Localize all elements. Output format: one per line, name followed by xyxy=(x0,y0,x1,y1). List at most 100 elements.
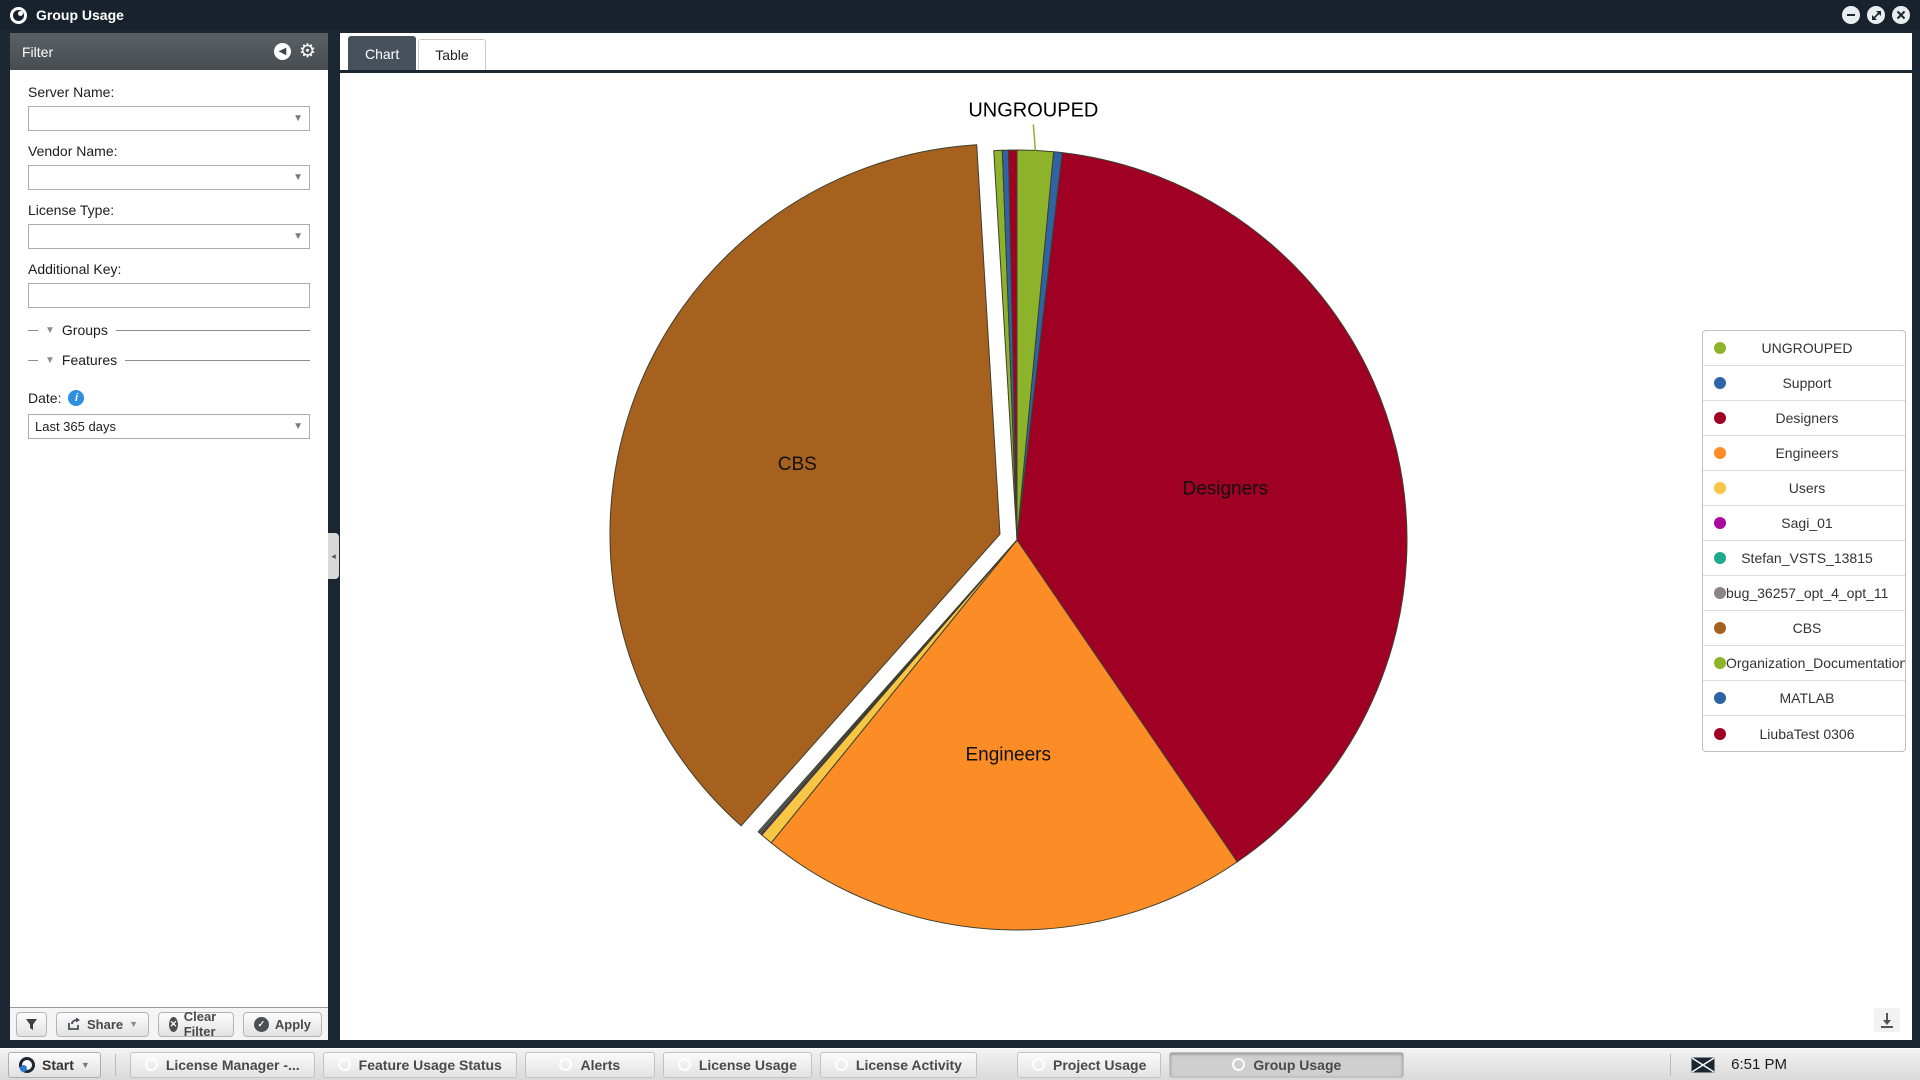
pie-slice-designers[interactable] xyxy=(1016,152,1408,863)
sidebar-collapse-handle[interactable]: ◂ xyxy=(328,533,339,579)
taskbar-divider xyxy=(1670,1053,1672,1076)
chart-area: UNGROUPED Designers Engineers CBS UNGROUPED… xyxy=(340,73,1912,1040)
chevron-down-icon: ▼ xyxy=(293,172,303,183)
taskbar-tray: 6:51 PM xyxy=(1666,1053,1787,1076)
vendor-name-label: Vendor Name: xyxy=(28,143,118,159)
clock: 6:51 PM xyxy=(1731,1056,1787,1073)
tab-underline xyxy=(340,70,1912,73)
gear-icon[interactable]: ⚙ xyxy=(298,41,316,62)
start-button[interactable]: Start ▼ xyxy=(8,1051,101,1078)
task-button-license-usage[interactable]: License Usage xyxy=(662,1051,812,1078)
filter-panel: Filter ◀ ⚙ Server Name: ▼ Vendor Name: ▼… xyxy=(10,33,328,1040)
maximize-button[interactable] xyxy=(1867,6,1885,24)
legend-item[interactable]: Support xyxy=(1703,366,1905,401)
callout-line xyxy=(1032,124,1037,151)
collapse-panel-icon[interactable]: ◀ xyxy=(273,43,291,60)
legend-item[interactable]: CBS xyxy=(1703,611,1905,646)
legend-label: Engineers xyxy=(1775,445,1839,461)
legend-dot-icon xyxy=(1714,517,1726,529)
minimize-button[interactable] xyxy=(1842,6,1860,24)
window-ring-icon xyxy=(834,1058,848,1071)
legend-dot-icon xyxy=(1714,657,1726,669)
legend-dot-icon xyxy=(1714,622,1726,634)
slice-label: CBS xyxy=(778,454,817,475)
legend-item[interactable]: Stefan_VSTS_13815 xyxy=(1703,541,1905,576)
share-icon xyxy=(68,1017,80,1030)
pie-slice-engineers[interactable] xyxy=(770,539,1238,931)
legend-item[interactable]: Sagi_01 xyxy=(1703,506,1905,541)
task-button-license-manager-[interactable]: License Manager -... xyxy=(129,1051,315,1078)
legend-item[interactable]: Designers xyxy=(1703,401,1905,436)
legend-item[interactable]: UNGROUPED xyxy=(1703,331,1905,366)
maximize-icon xyxy=(1871,10,1881,20)
taskbar-divider xyxy=(114,1053,116,1076)
task-button-group-usage[interactable]: Group Usage xyxy=(1169,1051,1405,1078)
additional-key-label: Additional Key: xyxy=(28,261,122,277)
legend-label: Support xyxy=(1782,375,1832,391)
legend-dot-icon xyxy=(1714,482,1726,494)
tab-table[interactable]: Table xyxy=(418,39,486,70)
window-ring-icon xyxy=(1232,1058,1246,1071)
task-button-feature-usage-status[interactable]: Feature Usage Status xyxy=(322,1051,517,1078)
pie-slice-cbs[interactable] xyxy=(609,144,1001,827)
tab-chart[interactable]: Chart xyxy=(348,36,417,70)
clear-filter-button[interactable]: ✕ Clear Filter xyxy=(158,1009,234,1039)
main-content: Chart Table UNGROUPED Designers Engineers CB… xyxy=(340,33,1912,1040)
window-title: Group Usage xyxy=(36,7,124,23)
legend-item[interactable]: Organization_Documentation xyxy=(1703,646,1905,681)
legend-dot-icon xyxy=(1714,342,1726,354)
pie-slice-bug-36257-opt-4-opt-11[interactable] xyxy=(757,539,1018,834)
panel-divider: ◂ xyxy=(328,33,340,1040)
legend-item[interactable]: Users xyxy=(1703,471,1905,506)
legend-item[interactable]: MATLAB xyxy=(1703,681,1905,716)
close-icon xyxy=(1896,10,1906,20)
groups-section-toggle[interactable]: ▼ Groups xyxy=(28,322,310,338)
legend-label: Organization_Documentation xyxy=(1726,655,1906,671)
apply-button[interactable]: ✓ Apply xyxy=(242,1011,322,1037)
date-select[interactable]: Last 365 days ▼ xyxy=(28,414,310,439)
legend-label: bug_36257_opt_4_opt_11 xyxy=(1726,585,1889,601)
legend-dot-icon xyxy=(1714,447,1726,459)
pie-chart[interactable]: UNGROUPED Designers Engineers CBS xyxy=(340,73,1912,1040)
window-controls xyxy=(1842,6,1910,24)
task-button-project-usage[interactable]: Project Usage xyxy=(1016,1051,1162,1078)
legend-dot-icon xyxy=(1714,727,1726,740)
legend-item[interactable]: bug_36257_opt_4_opt_11 xyxy=(1703,576,1905,611)
chevron-down-icon: ▼ xyxy=(293,113,303,124)
slice-label: Designers xyxy=(1182,479,1268,500)
filter-icon-button[interactable] xyxy=(16,1011,47,1037)
close-button[interactable] xyxy=(1892,6,1910,24)
license-type-label: License Type: xyxy=(28,202,115,218)
server-name-select[interactable]: ▼ xyxy=(28,106,310,131)
vendor-name-select[interactable]: ▼ xyxy=(28,165,310,190)
legend-label: Stefan_VSTS_13815 xyxy=(1741,550,1873,566)
mail-icon[interactable] xyxy=(1691,1056,1715,1073)
legend-dot-icon xyxy=(1714,692,1726,704)
triangle-down-icon: ▼ xyxy=(45,324,55,336)
pie-slice-liubatest-0306[interactable] xyxy=(1007,149,1018,541)
legend-dot-icon xyxy=(1714,377,1726,389)
window-ring-icon xyxy=(1031,1058,1045,1071)
start-logo-icon xyxy=(19,1056,35,1073)
download-button[interactable] xyxy=(1874,1008,1900,1032)
clear-x-icon: ✕ xyxy=(169,1016,178,1032)
additional-key-input[interactable] xyxy=(28,283,310,308)
chevron-down-icon: ▼ xyxy=(293,421,303,432)
legend-item[interactable]: Engineers xyxy=(1703,436,1905,471)
features-section-toggle[interactable]: ▼ Features xyxy=(28,352,310,368)
filter-body: Server Name: ▼ Vendor Name: ▼ License Ty… xyxy=(10,70,328,1007)
callout-label: UNGROUPED xyxy=(968,99,1098,121)
window-ring-icon xyxy=(337,1058,351,1071)
window-ring-icon xyxy=(677,1058,691,1071)
tabstrip: Chart Table xyxy=(340,33,1912,70)
share-button[interactable]: Share ▼ xyxy=(56,1011,150,1037)
legend-label: Designers xyxy=(1775,410,1839,426)
task-button-license-activity[interactable]: License Activity xyxy=(819,1051,977,1078)
filter-footer: Share ▼ ✕ Clear Filter ✓ Apply xyxy=(10,1007,328,1040)
server-name-label: Server Name: xyxy=(28,84,115,100)
legend-item[interactable]: LiubaTest 0306 xyxy=(1703,716,1905,751)
filter-title: Filter xyxy=(22,43,54,60)
task-button-alerts[interactable]: Alerts xyxy=(524,1051,655,1078)
info-icon[interactable]: i xyxy=(68,390,85,406)
license-type-select[interactable]: ▼ xyxy=(28,224,310,249)
